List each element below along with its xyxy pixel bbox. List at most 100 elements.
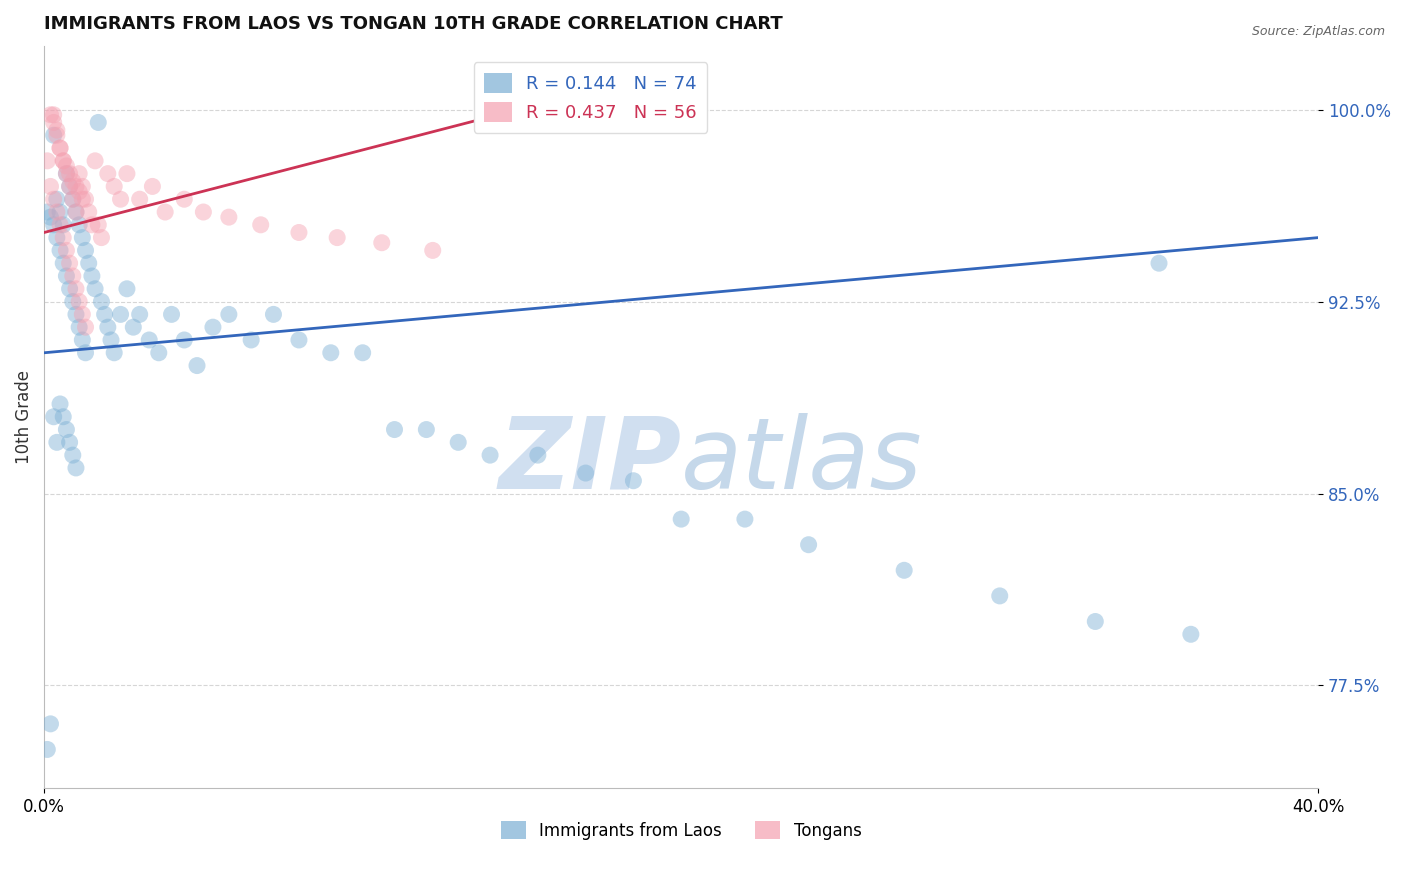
Point bbox=[62, 448, 84, 462]
Point bbox=[72, 333, 94, 347]
Point bbox=[173, 333, 195, 347]
Point bbox=[201, 320, 224, 334]
Point bbox=[186, 359, 208, 373]
Point bbox=[49, 397, 72, 411]
Point bbox=[77, 256, 100, 270]
Point bbox=[110, 192, 132, 206]
Point bbox=[39, 108, 62, 122]
Point bbox=[75, 192, 97, 206]
Point bbox=[84, 153, 107, 168]
Point bbox=[103, 345, 125, 359]
Y-axis label: 10th Grade: 10th Grade bbox=[15, 370, 32, 464]
Point bbox=[45, 128, 67, 143]
Point bbox=[75, 244, 97, 258]
Point bbox=[326, 230, 349, 244]
Point bbox=[352, 345, 374, 359]
Point bbox=[49, 141, 72, 155]
Point bbox=[37, 742, 59, 756]
Point bbox=[52, 230, 75, 244]
Point bbox=[527, 448, 550, 462]
Point bbox=[87, 218, 110, 232]
Point bbox=[218, 307, 240, 321]
Point bbox=[58, 179, 80, 194]
Point bbox=[45, 435, 67, 450]
Point bbox=[55, 423, 77, 437]
Point bbox=[58, 435, 80, 450]
Point bbox=[62, 192, 84, 206]
Point bbox=[39, 179, 62, 194]
Point bbox=[39, 716, 62, 731]
Point bbox=[1147, 256, 1170, 270]
Point bbox=[249, 218, 271, 232]
Point bbox=[447, 435, 470, 450]
Point bbox=[84, 282, 107, 296]
Point bbox=[49, 205, 72, 219]
Point bbox=[797, 538, 820, 552]
Point bbox=[240, 333, 263, 347]
Point bbox=[479, 448, 502, 462]
Point bbox=[90, 230, 112, 244]
Point bbox=[45, 205, 67, 219]
Point bbox=[97, 167, 120, 181]
Point bbox=[669, 512, 692, 526]
Point bbox=[319, 345, 342, 359]
Point bbox=[37, 205, 59, 219]
Point bbox=[90, 294, 112, 309]
Point bbox=[72, 230, 94, 244]
Point bbox=[141, 179, 163, 194]
Point bbox=[52, 153, 75, 168]
Point bbox=[122, 320, 145, 334]
Point bbox=[37, 153, 59, 168]
Point bbox=[52, 256, 75, 270]
Point bbox=[58, 179, 80, 194]
Point bbox=[55, 167, 77, 181]
Point bbox=[49, 244, 72, 258]
Point bbox=[58, 256, 80, 270]
Point bbox=[415, 423, 437, 437]
Point bbox=[288, 333, 311, 347]
Point bbox=[45, 123, 67, 137]
Point bbox=[128, 192, 150, 206]
Point bbox=[65, 461, 87, 475]
Point bbox=[384, 423, 406, 437]
Point bbox=[65, 307, 87, 321]
Point bbox=[575, 466, 598, 480]
Point bbox=[62, 192, 84, 206]
Point bbox=[128, 307, 150, 321]
Point bbox=[893, 563, 915, 577]
Point bbox=[49, 218, 72, 232]
Point bbox=[80, 218, 103, 232]
Point bbox=[55, 167, 77, 181]
Point bbox=[42, 108, 65, 122]
Point bbox=[1180, 627, 1202, 641]
Point bbox=[110, 307, 132, 321]
Point bbox=[138, 333, 160, 347]
Point bbox=[153, 205, 176, 219]
Point bbox=[173, 192, 195, 206]
Point bbox=[42, 192, 65, 206]
Point bbox=[77, 205, 100, 219]
Point bbox=[67, 294, 90, 309]
Point bbox=[42, 128, 65, 143]
Point bbox=[115, 282, 138, 296]
Point bbox=[65, 205, 87, 219]
Point bbox=[45, 192, 67, 206]
Point bbox=[734, 512, 756, 526]
Point bbox=[55, 244, 77, 258]
Point bbox=[67, 167, 90, 181]
Point bbox=[65, 205, 87, 219]
Point bbox=[58, 167, 80, 181]
Point bbox=[65, 179, 87, 194]
Point bbox=[1084, 615, 1107, 629]
Point bbox=[288, 226, 311, 240]
Point bbox=[218, 210, 240, 224]
Point bbox=[67, 185, 90, 199]
Point bbox=[422, 244, 444, 258]
Point bbox=[49, 141, 72, 155]
Point bbox=[62, 268, 84, 283]
Point bbox=[42, 115, 65, 129]
Point bbox=[75, 320, 97, 334]
Point bbox=[65, 282, 87, 296]
Point bbox=[58, 282, 80, 296]
Point bbox=[115, 167, 138, 181]
